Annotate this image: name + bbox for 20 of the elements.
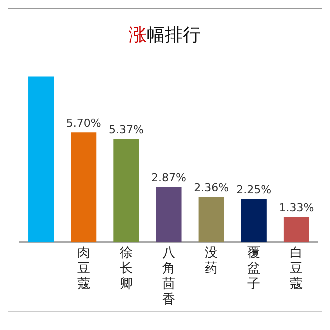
bar xyxy=(284,216,310,243)
x-tick-label: 肉豆蔻 xyxy=(77,246,90,292)
data-label: 2.87% xyxy=(152,172,186,185)
x-tick-label: 白豆蔻 xyxy=(290,246,304,292)
x-tick-label: 覆盆子 xyxy=(248,246,261,292)
bar xyxy=(28,76,54,243)
x-tick-label: 没药 xyxy=(205,246,218,276)
data-label: 2.25% xyxy=(236,184,272,197)
bar xyxy=(156,187,182,243)
chart-title: 涨幅排行 xyxy=(129,25,201,46)
data-label: 5.70% xyxy=(66,117,102,130)
data-label: 5.37% xyxy=(108,123,144,136)
bar xyxy=(241,199,267,243)
x-tick-label: 八角茴香 xyxy=(162,246,176,308)
data-label: 2.36% xyxy=(194,181,230,194)
bar xyxy=(198,197,224,243)
bar xyxy=(114,139,140,243)
bar xyxy=(71,132,97,243)
data-label: 1.33% xyxy=(279,201,314,214)
x-tick-label: 徐长卿 xyxy=(120,246,133,292)
